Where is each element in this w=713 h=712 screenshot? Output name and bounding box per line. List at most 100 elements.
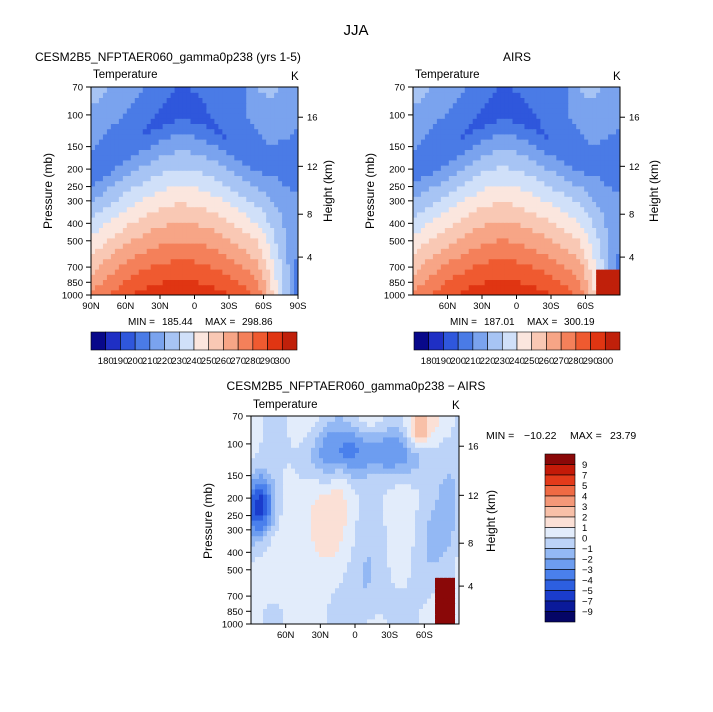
model-cell-cell xyxy=(98,269,104,275)
model-cell-cell xyxy=(94,289,100,295)
diff-cell-cell xyxy=(331,556,336,563)
obs-cell-cell xyxy=(576,269,581,275)
obs-cell-cell xyxy=(568,284,573,291)
model-cell-cell xyxy=(226,185,231,192)
panel-obs-min-value: 187.01 xyxy=(484,317,515,328)
diff-cell-cell xyxy=(279,561,284,568)
obs-cell-cell xyxy=(564,170,569,176)
model-cell-cell xyxy=(214,139,219,145)
model-cell-cell xyxy=(130,269,136,275)
model-cell-cell xyxy=(242,269,247,275)
model-cell-cell xyxy=(94,123,100,130)
obs-cell-cell xyxy=(440,97,446,104)
model-cell-cell xyxy=(262,279,267,286)
diff-cell-cell xyxy=(343,603,348,609)
model-cell-cell xyxy=(218,154,223,161)
obs-cell-cell xyxy=(484,102,490,109)
obs-cell-cell xyxy=(464,149,470,156)
obs-cell-cell xyxy=(608,133,613,140)
obs-cell-cell xyxy=(492,263,498,270)
model-cell-cell xyxy=(266,232,271,239)
model-cell-cell xyxy=(122,211,128,218)
model-cell-cell xyxy=(114,180,120,187)
diff-cell-cell xyxy=(315,603,320,609)
diff-cell-cell xyxy=(395,582,400,589)
obs-cell-cell xyxy=(480,206,486,213)
obs-cell-cell xyxy=(440,139,446,145)
panel-model: CESM2B5_NFPTAER060_gamma0p238 (yrs 1-5) … xyxy=(35,50,335,367)
model-cell-cell xyxy=(98,206,104,213)
obs-cell-cell xyxy=(460,107,466,114)
obs-cell-cell xyxy=(520,191,526,197)
model-cell-cell xyxy=(262,92,267,98)
obs-cell-cell xyxy=(560,222,565,228)
obs-cell-cell xyxy=(580,263,585,270)
model-cell-cell xyxy=(91,185,96,192)
model-cell-cell xyxy=(110,269,116,275)
model-cell-cell xyxy=(258,149,263,156)
diff-cell-cell xyxy=(415,608,420,615)
panel-model-y2-tick-label: 12 xyxy=(307,162,318,173)
obs-cell-cell xyxy=(444,144,450,150)
diff-cell-cell xyxy=(379,598,384,604)
obs-cell-cell xyxy=(452,139,458,145)
model-cell-cell xyxy=(122,263,128,270)
diff-cell-cell xyxy=(379,566,384,573)
panel-model-variable: Temperature xyxy=(93,69,158,81)
obs-cell-cell xyxy=(540,133,545,140)
model-cell-cell xyxy=(282,170,287,176)
model-cell-cell xyxy=(214,248,219,254)
diff-cell-cell xyxy=(267,582,272,589)
model-cell-cell xyxy=(154,113,160,119)
model-cell-cell xyxy=(182,113,188,119)
model-cell-cell xyxy=(254,227,259,234)
model-cell-cell xyxy=(258,139,263,145)
obs-cell-cell xyxy=(476,97,482,104)
obs-cell-cell xyxy=(512,206,518,213)
obs-cell-cell xyxy=(576,118,581,124)
model-cell-cell xyxy=(182,258,188,265)
diff-cell-cell xyxy=(427,577,432,583)
model-cell-cell xyxy=(278,196,283,202)
diff-cell-cell xyxy=(415,618,420,624)
obs-cell-cell xyxy=(460,92,466,98)
model-cell-cell xyxy=(130,191,136,197)
obs-cell-cell xyxy=(456,170,462,176)
model-cell-cell xyxy=(274,87,279,93)
obs-cell-cell xyxy=(500,149,506,156)
model-cell-cell xyxy=(278,107,283,114)
obs-cell-cell xyxy=(524,284,530,291)
model-cell-cell xyxy=(274,258,279,265)
obs-cell-cell xyxy=(536,206,541,213)
obs-cell-cell xyxy=(428,139,434,145)
model-cell-cell xyxy=(210,263,215,270)
model-cell-cell xyxy=(91,128,96,135)
obs-cell-cell xyxy=(460,175,466,182)
model-cell-cell xyxy=(182,87,188,93)
model-cell-cell xyxy=(170,170,176,176)
obs-cell-cell xyxy=(444,154,450,161)
obs-cell-cell xyxy=(572,217,577,223)
obs-cell-cell xyxy=(460,248,466,254)
model-cell-cell xyxy=(91,217,96,223)
model-cell-cell xyxy=(266,144,271,150)
obs-cell-cell xyxy=(472,258,478,265)
obs-cell-cell xyxy=(580,149,585,156)
obs-cell-cell xyxy=(524,159,530,166)
obs-cell-cell xyxy=(552,258,557,265)
model-cell-cell xyxy=(234,248,239,254)
model-cell-cell xyxy=(206,170,212,176)
model-cell-cell xyxy=(154,222,160,228)
obs-cell-cell xyxy=(532,211,537,218)
model-cell-cell xyxy=(114,289,120,295)
diff-cell-cell xyxy=(411,613,416,620)
model-cell-cell xyxy=(258,217,263,223)
obs-cell-cell xyxy=(572,206,577,213)
obs-cell-cell xyxy=(592,128,597,135)
model-cell-cell xyxy=(102,144,108,150)
obs-cell-cell xyxy=(596,159,601,166)
obs-cell-cell xyxy=(536,243,541,249)
obs-cell-cell xyxy=(564,165,569,171)
model-cell-cell xyxy=(282,269,287,275)
diff-cell-cell xyxy=(391,582,396,589)
